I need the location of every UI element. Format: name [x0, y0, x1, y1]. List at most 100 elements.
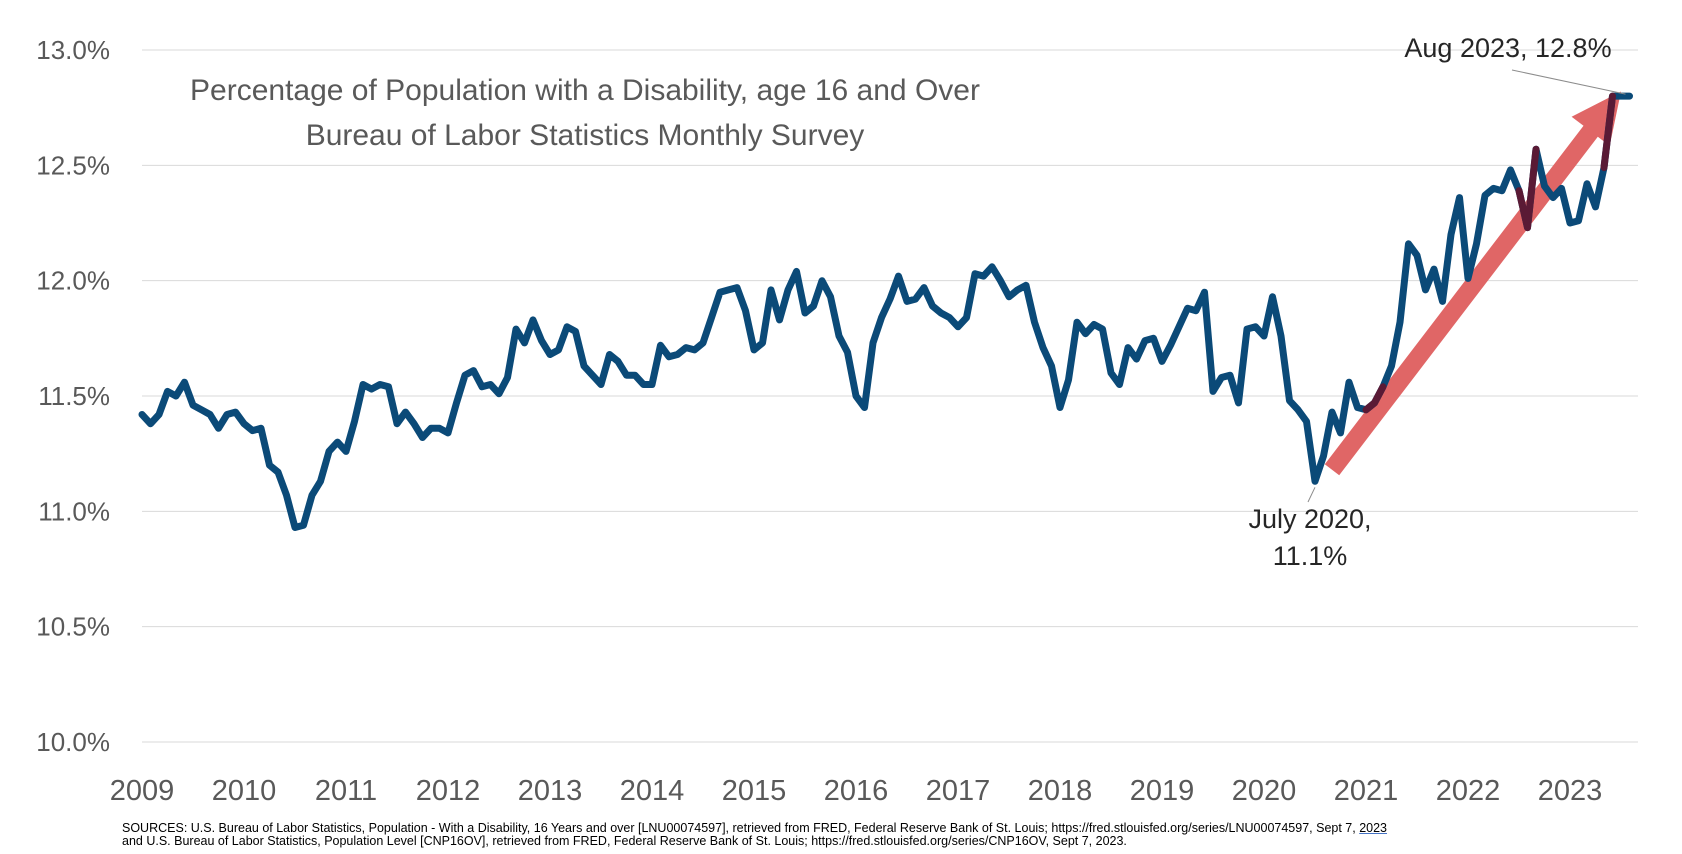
annotation-leader-july-2020	[1307, 487, 1316, 503]
data-point	[370, 387, 374, 391]
data-point	[931, 304, 935, 308]
data-point	[582, 364, 586, 368]
data-point	[1424, 288, 1428, 292]
data-point	[1500, 189, 1504, 193]
data-point	[1203, 290, 1207, 294]
data-point	[387, 385, 391, 389]
data-point	[1602, 166, 1606, 170]
x-tick-label: 2015	[722, 775, 787, 807]
data-point	[846, 350, 850, 354]
data-point	[446, 431, 450, 435]
annotation-aug-2023: Aug 2023, 12.8%	[1404, 33, 1611, 63]
x-tick-label: 2011	[315, 775, 377, 807]
data-point	[1092, 323, 1096, 327]
data-point	[905, 299, 909, 303]
data-point	[421, 436, 425, 440]
data-point	[1560, 186, 1564, 190]
data-point	[353, 419, 357, 423]
data-point	[837, 334, 841, 338]
data-point	[1628, 94, 1632, 98]
y-tick-label: 12.0%	[36, 266, 110, 296]
data-point	[803, 311, 807, 315]
data-point	[574, 329, 578, 333]
data-point	[625, 373, 629, 377]
data-point	[1075, 320, 1079, 324]
data-point	[1543, 184, 1547, 188]
x-tick-label: 2010	[212, 775, 277, 807]
data-point	[1517, 189, 1521, 193]
data-point	[310, 493, 314, 497]
data-point	[1016, 288, 1020, 292]
data-point	[718, 290, 722, 294]
gridlines	[142, 49, 1638, 743]
data-point	[1220, 376, 1224, 380]
data-point	[1330, 410, 1334, 414]
data-point	[497, 392, 501, 396]
data-point	[650, 383, 654, 387]
data-point	[540, 339, 544, 343]
data-point	[820, 279, 824, 283]
data-point	[599, 383, 603, 387]
data-point	[829, 295, 833, 299]
data-point	[242, 422, 246, 426]
data-point	[1585, 182, 1589, 186]
data-point	[1126, 346, 1130, 350]
data-point	[234, 410, 238, 414]
x-tick-label: 2023	[1538, 775, 1603, 807]
data-point	[863, 406, 867, 410]
sources-footnote: SOURCES: U.S. Bureau of Labor Statistics…	[122, 822, 1602, 848]
data-point	[659, 343, 663, 347]
data-point	[1279, 334, 1283, 338]
line-chart: 10.0% 10.5% 11.0% 11.5% 12.0% 12.5% 13.0% 2009…	[36, 33, 1638, 807]
data-point	[404, 410, 408, 414]
data-point	[1509, 168, 1513, 172]
data-point	[259, 426, 263, 430]
data-point	[1432, 267, 1436, 271]
data-point	[1177, 325, 1181, 329]
data-point	[429, 426, 433, 430]
data-point	[1143, 339, 1147, 343]
data-point	[778, 318, 782, 322]
data-point	[1109, 371, 1113, 375]
data-point	[684, 346, 688, 350]
y-axis-tick-labels: 10.0% 10.5% 11.0% 11.5% 12.0% 12.5% 13.0%	[36, 35, 110, 757]
data-point	[200, 408, 204, 412]
data-point	[922, 286, 926, 290]
x-axis-tick-labels: 2009 2010 2011 2012 2013 2014 2015 2016 2017 2018…	[110, 775, 1603, 807]
data-point	[1339, 431, 1343, 435]
x-tick-label: 2016	[824, 775, 889, 807]
data-point	[795, 269, 799, 273]
data-point	[1305, 419, 1309, 423]
data-point	[897, 274, 901, 278]
data-point	[1296, 408, 1300, 412]
data-point	[1534, 147, 1538, 151]
data-point	[1619, 94, 1623, 98]
x-tick-label: 2009	[110, 775, 175, 807]
data-point	[616, 359, 620, 363]
data-point	[642, 383, 646, 387]
data-point	[1067, 378, 1071, 382]
source-line-2: and U.S. Bureau of Labor Statistics, Pop…	[122, 834, 1127, 848]
data-point	[667, 355, 671, 359]
data-point	[140, 413, 144, 417]
data-point	[948, 316, 952, 320]
data-point	[1398, 320, 1402, 324]
data-point	[251, 429, 255, 433]
data-point	[1194, 309, 1198, 313]
data-point	[548, 353, 552, 357]
data-point	[1466, 276, 1470, 280]
data-point	[1526, 226, 1530, 230]
data-point	[608, 353, 612, 357]
y-tick-label: 10.5%	[36, 612, 110, 642]
data-point	[982, 274, 986, 278]
data-point	[769, 288, 773, 292]
data-point	[1611, 94, 1615, 98]
data-point	[1449, 233, 1453, 237]
data-point	[1492, 186, 1496, 190]
data-point	[293, 526, 297, 530]
data-point	[1458, 196, 1462, 200]
data-point	[319, 479, 323, 483]
data-point	[183, 380, 187, 384]
x-tick-label: 2020	[1232, 775, 1297, 807]
highlight-segment	[1515, 145, 1540, 232]
